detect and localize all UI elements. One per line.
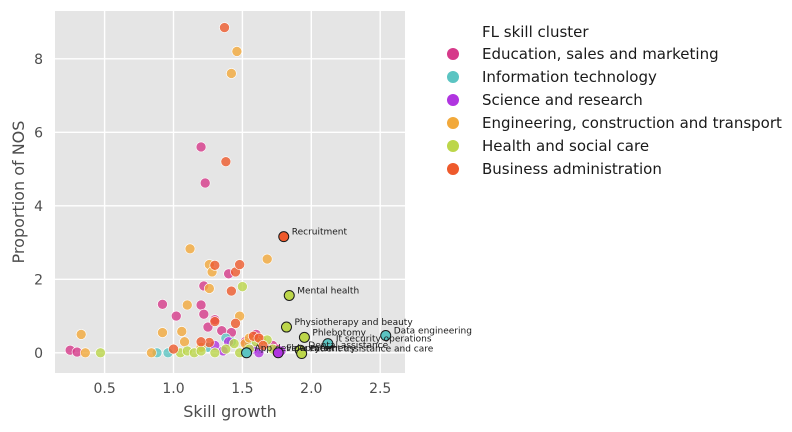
scatter-point (204, 283, 215, 294)
annotated-point (298, 331, 310, 343)
scatter-point (75, 329, 87, 340)
scatter-point (157, 298, 168, 310)
annotated-point (280, 321, 292, 333)
legend-label: Information technology (482, 68, 657, 86)
legend-label: Engineering, construction and transport (482, 114, 782, 132)
point-annotation: Physiotherapy and beauty (294, 318, 413, 328)
x-tick-label: 1.0 (162, 381, 184, 397)
scatter-point (219, 22, 230, 33)
annotated-point (322, 338, 334, 350)
point-annotation: Mental health (297, 286, 359, 296)
annotated-points: Recruitment Mental health Physiotherapy an… (241, 228, 472, 360)
scatter-point (146, 347, 157, 359)
y-tick-label: 6 (34, 125, 43, 141)
legend-title: FL skill cluster (482, 23, 589, 41)
scatter-point (209, 347, 221, 359)
point-annotation: Recruitment (292, 228, 348, 238)
legend-marker (447, 71, 459, 83)
scatter-point (195, 141, 207, 153)
legend-label: Science and research (482, 91, 643, 109)
scatter-point (209, 316, 221, 327)
scatter-point (234, 259, 245, 270)
point-annotation: Flow cytometry (286, 344, 356, 354)
scatter-point (181, 299, 193, 311)
scatter-point (228, 338, 240, 349)
point-annotation: Data engineering (394, 327, 472, 337)
y-tick-label: 4 (34, 199, 43, 215)
scatter-point (168, 343, 179, 355)
point-annotation: Patient assistance and care (310, 345, 434, 355)
annotated-point (241, 347, 253, 359)
y-tick-labels: 0 2 4 6 8 (34, 52, 43, 362)
y-tick-label: 8 (34, 52, 43, 68)
point-annotation: Phlebotomy (312, 328, 366, 338)
scatter-point (179, 336, 190, 348)
scatter-point (195, 299, 207, 311)
x-tick-label: 1.5 (231, 381, 253, 397)
point-annotation: Dental assistance (308, 341, 388, 351)
annotated-point (296, 348, 308, 360)
legend-marker (447, 94, 459, 106)
point-annotation: It security operations (336, 335, 432, 345)
x-tick-labels: 0.5 1.0 1.5 2.0 2.5 (93, 381, 391, 397)
scatter-point (261, 253, 273, 265)
scatter-point (176, 326, 188, 337)
scatter-point (220, 343, 232, 355)
legend: FL skill cluster Education, sales and ma… (447, 23, 782, 178)
scatter-point (226, 68, 237, 79)
legend-marker (447, 140, 459, 152)
y-tick-label: 0 (34, 346, 43, 362)
legend-label: Health and social care (482, 137, 649, 155)
scatter-point (170, 310, 182, 322)
scatter-point (198, 308, 210, 320)
scatter-point (257, 340, 269, 351)
legend-marker (447, 48, 459, 60)
scatter-point (202, 321, 214, 333)
annotated-point (283, 289, 295, 301)
x-tick-label: 0.5 (93, 381, 115, 397)
scatter-point (80, 347, 91, 359)
scatter-point (220, 156, 232, 167)
scatter-point (226, 285, 237, 297)
data-points (64, 22, 287, 359)
annotated-point (272, 347, 284, 359)
x-tick-label: 2.0 (300, 381, 322, 397)
scatter-point (230, 318, 241, 329)
scatter-point (195, 336, 207, 348)
legend-label: Education, sales and marketing (482, 45, 719, 63)
scatter-point (95, 347, 106, 359)
scatter-point (157, 327, 168, 338)
scatter-point (237, 281, 248, 292)
y-tick-label: 2 (34, 272, 43, 288)
scatter-point (209, 260, 221, 271)
y-axis-label: Proportion of NOS (9, 121, 28, 264)
scatter-point (199, 177, 211, 189)
x-axis-label: Skill growth (183, 402, 277, 421)
x-tick-label: 2.5 (369, 381, 391, 397)
gridlines (55, 11, 405, 373)
legend-marker (447, 117, 459, 129)
annotated-point (380, 330, 392, 342)
legend-label: Business administration (482, 160, 662, 178)
legend-marker (447, 163, 459, 175)
scatter-point (231, 46, 243, 57)
scatter-point (195, 345, 207, 357)
scatter-point (184, 243, 196, 255)
annotated-point (278, 231, 290, 243)
point-annotation: App development (255, 344, 335, 354)
